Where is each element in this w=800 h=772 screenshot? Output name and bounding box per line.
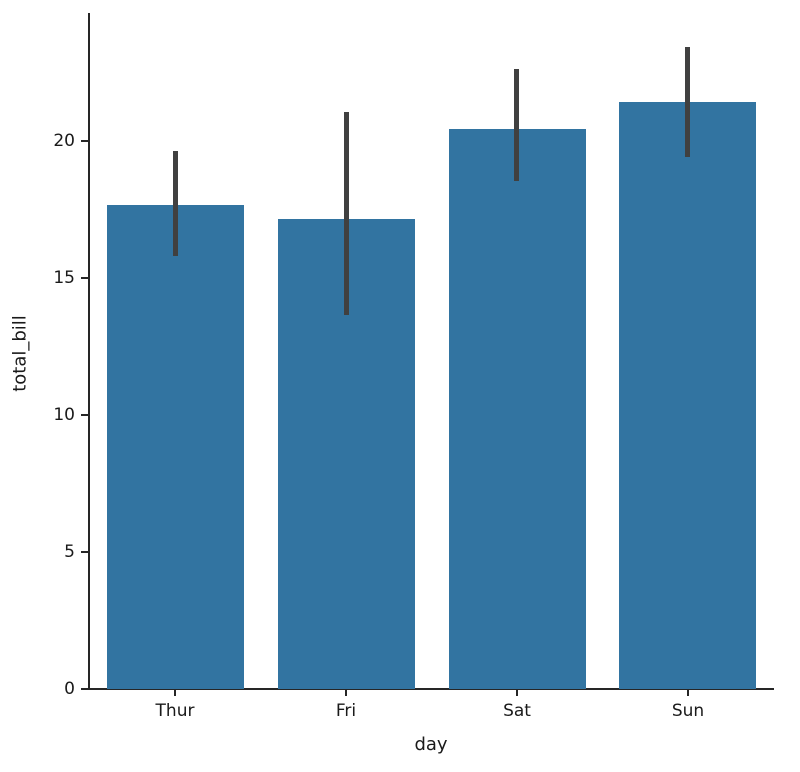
x-tick-label-thur: Thur (155, 701, 195, 721)
x-tick-label-fri: Fri (335, 701, 357, 721)
bar-sun (619, 102, 756, 689)
x-axis-spine (88, 688, 774, 690)
error-bar-fri (344, 112, 349, 315)
y-tick-mark-5 (81, 551, 88, 553)
y-axis-spine (88, 13, 90, 690)
x-tick-label-sun: Sun (671, 701, 705, 721)
y-tick-label-5: 5 (64, 542, 75, 562)
x-tick-mark-sat (516, 689, 518, 696)
y-tick-mark-10 (81, 414, 88, 416)
y-tick-label-15: 15 (53, 268, 75, 288)
x-tick-label-sat: Sat (503, 701, 531, 721)
x-axis-label: day (414, 734, 448, 755)
y-tick-mark-15 (81, 277, 88, 279)
y-axis-label: total_bill (9, 315, 31, 392)
bar-thur (107, 205, 244, 689)
error-bar-thur (173, 151, 178, 256)
x-tick-mark-fri (345, 689, 347, 696)
y-tick-label-10: 10 (53, 405, 75, 425)
x-tick-mark-sun (687, 689, 689, 696)
y-tick-label-20: 20 (53, 131, 75, 151)
plot-area (90, 14, 773, 689)
error-bar-sun (685, 47, 690, 157)
y-tick-mark-20 (81, 140, 88, 142)
y-tick-label-0: 0 (64, 679, 75, 699)
error-bar-sat (514, 69, 519, 181)
y-tick-mark-0 (81, 688, 88, 690)
bar-sat (449, 129, 586, 689)
x-tick-mark-thur (174, 689, 176, 696)
